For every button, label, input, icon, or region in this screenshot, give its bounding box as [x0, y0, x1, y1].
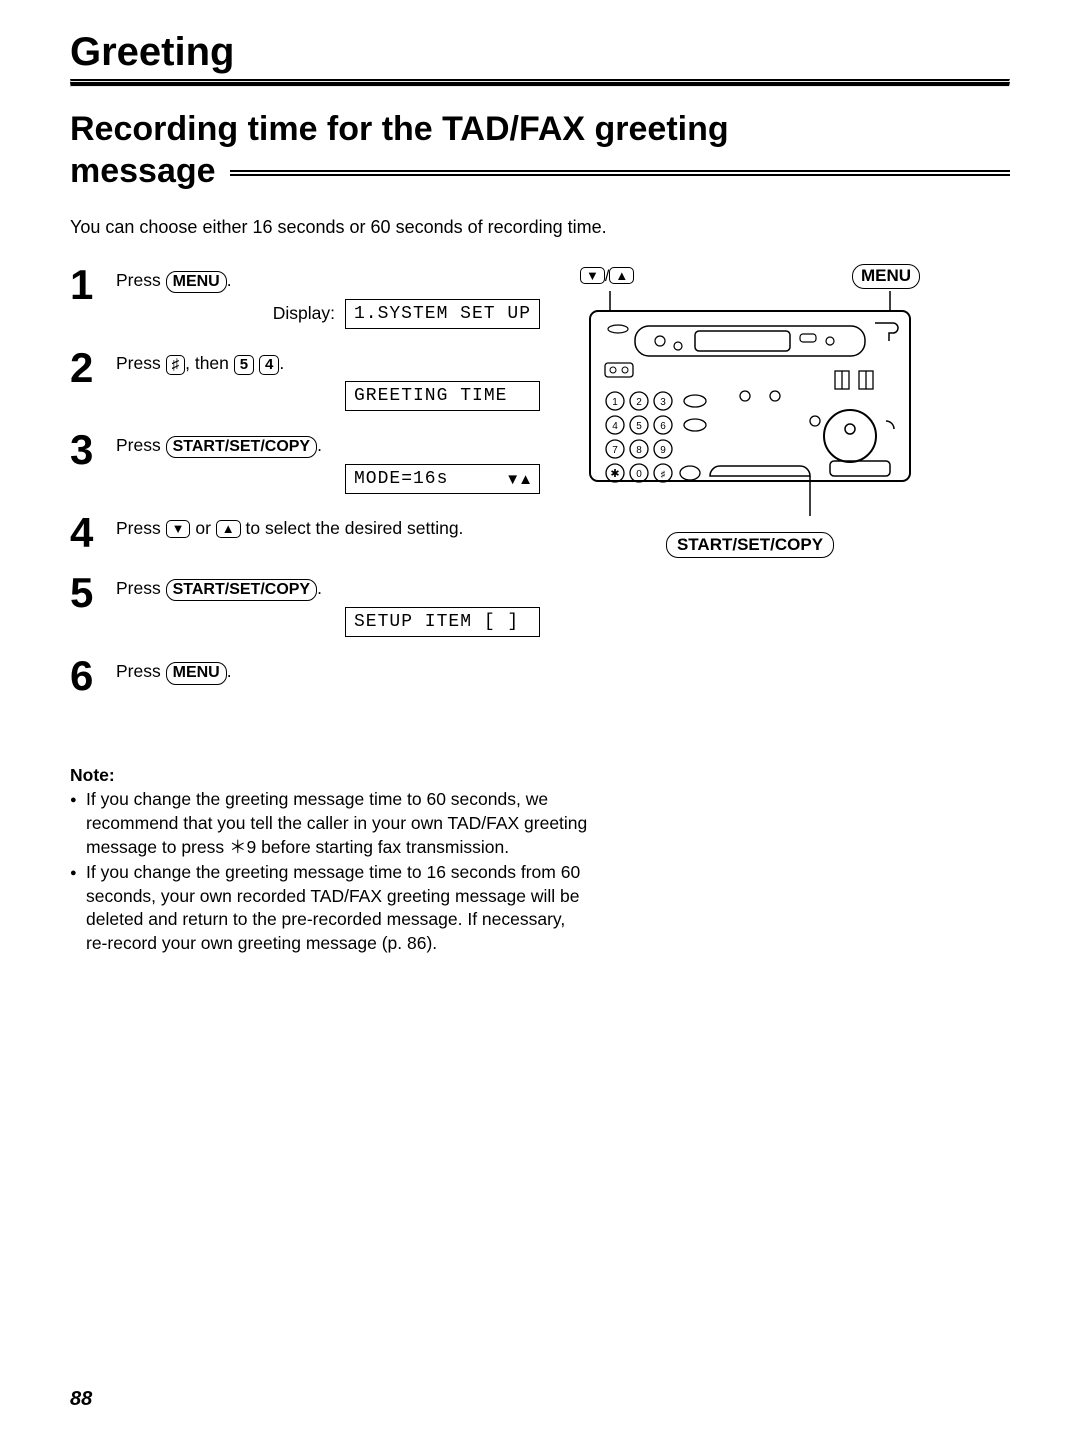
startsetcopy-ref-1: START/SET/COPY — [166, 436, 318, 458]
step-2-post: . — [279, 353, 284, 373]
step-5: 5 Press START/SET/COPY. SETUP ITEM [ ] — [70, 572, 540, 637]
svg-text:4: 4 — [612, 421, 618, 432]
step-6-number: 6 — [70, 655, 100, 697]
svg-text:8: 8 — [636, 445, 642, 456]
note-item-2: If you change the greeting message time … — [70, 861, 590, 956]
step-5-post: . — [317, 578, 322, 598]
step-6: 6 Press MENU. — [70, 655, 540, 697]
step-3-pre: Press — [116, 435, 166, 455]
lcd-3-arrows: ▼▲ — [505, 471, 531, 488]
step-1-pre: Press — [116, 270, 166, 290]
lcd-3-text: MODE=16s — [354, 469, 448, 489]
lcd-5: SETUP ITEM [ ] — [345, 607, 540, 637]
note-item-1: If you change the greeting message time … — [70, 788, 590, 859]
lcd-1-text: 1.SYSTEM SET UP — [354, 304, 531, 324]
lcd-1: 1.SYSTEM SET UP — [345, 299, 540, 329]
rule-thick — [70, 82, 1010, 87]
callout-startsetcopy: START/SET/COPY — [666, 532, 834, 558]
key-5-ref: 5 — [234, 355, 254, 375]
menu-button-ref-2: MENU — [166, 662, 227, 684]
down-arrow-key-ref: ▼ — [166, 520, 191, 538]
display-label: Display: — [273, 303, 335, 324]
step-4-pre: Press — [116, 518, 166, 538]
svg-text:5: 5 — [636, 421, 642, 432]
svg-text:9: 9 — [660, 445, 666, 456]
section-title-line2: message — [70, 152, 216, 191]
step-3-number: 3 — [70, 429, 100, 471]
svg-text:2: 2 — [636, 397, 642, 408]
step-4-number: 4 — [70, 512, 100, 554]
callout-menu: MENU — [852, 264, 920, 289]
callout-up-arrow: ▲ — [609, 267, 634, 285]
svg-text:♯: ♯ — [661, 469, 666, 479]
device-illustration: 1 2 3 4 5 6 7 8 9 ✱ 0 ♯ — [580, 291, 920, 521]
lcd-5-text: SETUP ITEM [ ] — [354, 612, 519, 632]
section-rule — [230, 170, 1010, 176]
step-2-mid: , then — [185, 353, 234, 373]
up-arrow-key-ref: ▲ — [216, 520, 241, 538]
step-6-pre: Press — [116, 661, 166, 681]
startsetcopy-ref-2: START/SET/COPY — [166, 579, 318, 601]
note-list: If you change the greeting message time … — [70, 788, 590, 955]
step-2: 2 Press ♯, then 5 4. GREETING TIME — [70, 347, 540, 411]
lcd-3: MODE=16s ▼▲ — [345, 464, 540, 494]
lcd-2: GREETING TIME — [345, 381, 540, 411]
svg-text:1: 1 — [612, 397, 618, 408]
illustration-column: ▼/▲ MENU — [570, 264, 1010, 716]
intro-text: You can choose either 16 seconds or 60 s… — [70, 217, 1010, 238]
step-4: 4 Press ▼ or ▲ to select the desired set… — [70, 512, 540, 554]
menu-button-ref: MENU — [166, 271, 227, 293]
note-heading: Note: — [70, 765, 1010, 786]
step-2-pre: Press — [116, 353, 166, 373]
step-1-post: . — [227, 270, 232, 290]
svg-text:7: 7 — [612, 445, 618, 456]
step-2-number: 2 — [70, 347, 100, 389]
svg-text:✱: ✱ — [610, 468, 619, 480]
svg-text:3: 3 — [660, 397, 666, 408]
lcd-2-text: GREETING TIME — [354, 386, 507, 406]
step-3-post: . — [317, 435, 322, 455]
step-5-pre: Press — [116, 578, 166, 598]
svg-text:0: 0 — [636, 469, 642, 480]
steps-column: 1 Press MENU. Display: 1.SYSTEM SET UP 2 — [70, 264, 540, 716]
step-5-number: 5 — [70, 572, 100, 614]
page-number: 88 — [70, 1388, 92, 1411]
step-6-post: . — [227, 661, 232, 681]
step-4-mid: or — [190, 518, 215, 538]
key-4-ref: 4 — [259, 355, 279, 375]
step-1: 1 Press MENU. Display: 1.SYSTEM SET UP — [70, 264, 540, 329]
step-4-post: to select the desired setting. — [241, 518, 464, 538]
callout-down-arrow: ▼ — [580, 267, 605, 285]
chapter-title: Greeting — [70, 30, 1010, 75]
svg-text:6: 6 — [660, 421, 666, 432]
step-3: 3 Press START/SET/COPY. MODE=16s ▼▲ — [70, 429, 540, 494]
step-1-number: 1 — [70, 264, 100, 306]
section-title-line1: Recording time for the TAD/FAX greeting — [70, 109, 1010, 150]
hash-key-ref: ♯ — [166, 355, 186, 375]
